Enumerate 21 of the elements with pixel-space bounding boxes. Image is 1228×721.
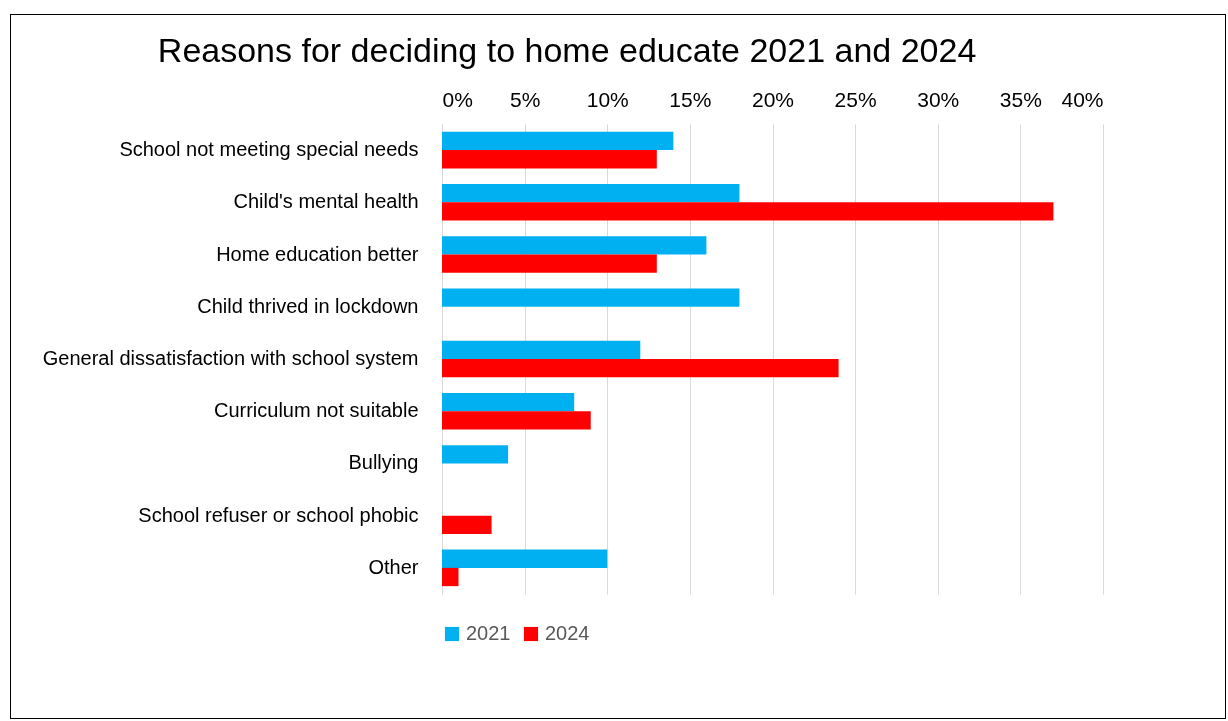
x-tick-label: 5% — [509, 87, 541, 111]
y-tick-label: Curriculum not suitable — [213, 399, 419, 422]
legend-label: 2021 — [466, 622, 511, 644]
x-tick-label: 35% — [999, 87, 1042, 111]
legend-label: 2024 — [545, 622, 590, 644]
x-tick-label: 20% — [751, 87, 795, 111]
y-tick-label: General dissatisfaction with school system — [42, 347, 419, 369]
chart-title: Reasons for deciding to home educate 2021 and 2024 — [157, 31, 977, 69]
y-tick-label: Child thrived in lockdown — [197, 294, 419, 317]
y-tick-label: Bullying — [348, 451, 419, 474]
x-tick-label: 25% — [834, 87, 877, 111]
x-tick-label: 30% — [917, 87, 960, 111]
y-tick-label: Child's mental health — [233, 190, 419, 213]
x-tick-label: 0% — [442, 87, 473, 111]
y-tick-label: School not meeting special needs — [119, 138, 419, 161]
x-tick-label: 40% — [1061, 87, 1104, 111]
y-tick-label: Other — [368, 555, 419, 578]
x-tick-label: 15% — [669, 87, 712, 111]
x-tick-label: 10% — [586, 87, 629, 111]
y-tick-label: School refuser or school phobic — [138, 503, 419, 526]
y-tick-label: Home education better — [216, 242, 419, 265]
